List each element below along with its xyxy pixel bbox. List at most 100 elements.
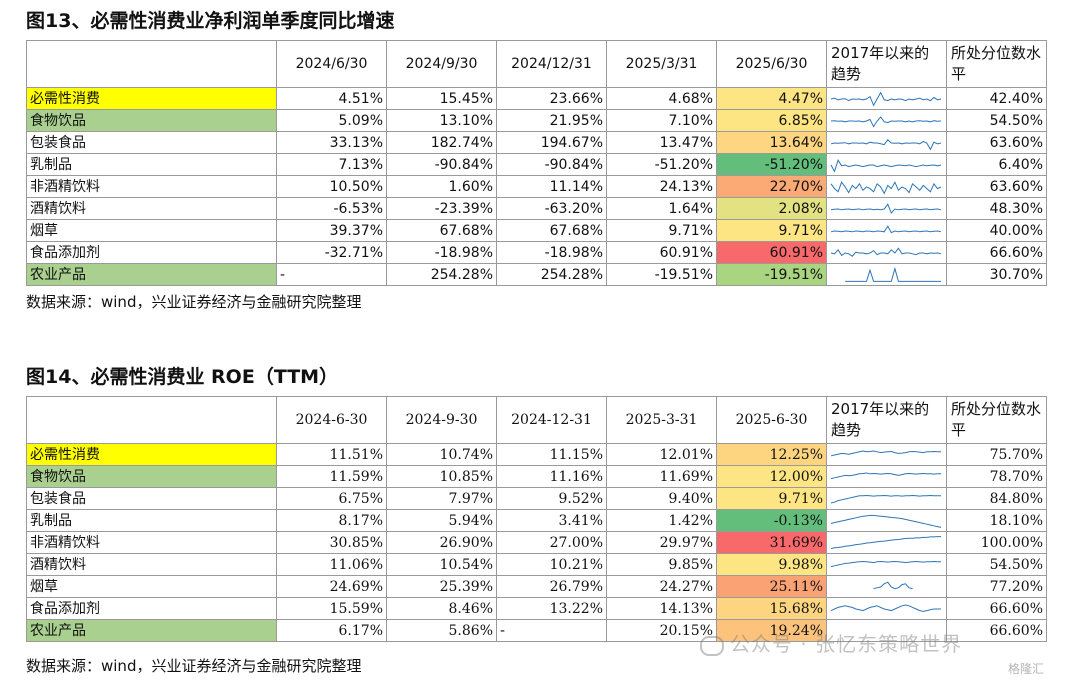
- table-row: 食物饮品 5.09% 13.10% 21.95% 7.10% 6.85% 54.50%: [26, 109, 1047, 132]
- trend-sparkline: [826, 153, 947, 176]
- value-cell: -63.20%: [496, 197, 607, 220]
- trend-sparkline: [826, 241, 947, 264]
- header-date: 2024-9-30: [386, 396, 497, 444]
- value-cell: 10.21%: [496, 553, 607, 576]
- value-cell: 4.51%: [276, 87, 387, 110]
- figure14-title: 图14、必需性消费业 ROE（TTM）: [26, 366, 339, 388]
- value-cell: 13.47%: [606, 131, 717, 154]
- header-blank: [26, 396, 277, 444]
- trend-sparkline: [826, 487, 947, 510]
- watermark-text: 公众号 · 张忆东策略世界: [730, 632, 963, 656]
- value-cell: -90.84%: [386, 153, 497, 176]
- value-cell: 67.68%: [496, 219, 607, 242]
- header-date: 2024-12-31: [496, 396, 607, 444]
- value-cell: 5.09%: [276, 109, 387, 132]
- table-row: 食物饮品 11.59% 10.85% 11.16% 11.69% 12.00% 78.70%: [26, 465, 1047, 488]
- value-cell: -51.20%: [716, 153, 827, 176]
- table-row: 食品添加剂 15.59% 8.46% 13.22% 14.13% 15.68% 66.60%: [26, 597, 1047, 620]
- value-cell: 21.95%: [496, 109, 607, 132]
- value-cell: 6.75%: [276, 487, 387, 510]
- value-cell: 20.15%: [606, 619, 717, 642]
- value-cell: 39.37%: [276, 219, 387, 242]
- table-row: 乳制品 8.17% 5.94% 3.41% 1.42% -0.13% 18.10%: [26, 509, 1047, 532]
- value-cell: 11.14%: [496, 175, 607, 198]
- sparkline-svg: [830, 138, 942, 150]
- watermark-logo: 格隆汇: [1008, 660, 1044, 677]
- value-cell: 9.71%: [606, 219, 717, 242]
- table-row: 乳制品 7.13% -90.84% -90.84% -51.20% -51.20% 6.40…: [26, 153, 1047, 176]
- header-trend: 2017年以来的趋势: [826, 396, 947, 444]
- sparkline-svg: [873, 581, 913, 589]
- sparkline-path: [830, 603, 941, 612]
- header-date: 2025/6/30: [716, 40, 827, 88]
- sparkline-svg: [830, 158, 942, 173]
- value-cell: 4.68%: [606, 87, 717, 110]
- sparkline-path: [830, 180, 942, 195]
- table-row: 酒精饮料 11.06% 10.54% 10.21% 9.85% 9.98% 54.50%: [26, 553, 1047, 576]
- value-cell: 25.11%: [716, 575, 827, 598]
- value-cell: 24.27%: [606, 575, 717, 598]
- value-cell: 5.86%: [386, 619, 497, 642]
- trend-sparkline: [826, 553, 947, 576]
- value-cell: 24.13%: [606, 175, 717, 198]
- value-cell: 26.90%: [386, 531, 497, 554]
- value-cell: -18.98%: [496, 241, 607, 264]
- watermark: 公众号 · 张忆东策略世界: [700, 628, 962, 657]
- figure13-title: 图13、必需性消费业净利润单季度同比增速: [26, 10, 395, 32]
- table-row: 烟草 24.69% 25.39% 26.79% 24.27% 25.11% 77.20%: [26, 575, 1047, 598]
- trend-sparkline: [826, 531, 947, 554]
- table-row: 必需性消费 4.51% 15.45% 23.66% 4.68% 4.47% 42.40%: [26, 87, 1047, 110]
- row-label: 非酒精饮料: [26, 531, 277, 554]
- value-cell: 9.85%: [606, 553, 717, 576]
- value-cell: 12.25%: [716, 443, 827, 466]
- value-cell: -6.53%: [276, 197, 387, 220]
- wechat-icon: [700, 635, 724, 656]
- sparkline-svg: [830, 603, 941, 612]
- watermark-logo-text: 格隆汇: [1008, 662, 1045, 676]
- value-cell: 60.91%: [716, 241, 827, 264]
- sparkline-svg: [830, 494, 941, 503]
- value-cell: 13.10%: [386, 109, 497, 132]
- percentile-cell: 30.70%: [946, 263, 1047, 286]
- table-row: 非酒精饮料 10.50% 1.60% 11.14% 24.13% 22.70% 63.60%: [26, 175, 1047, 198]
- sparkline-svg: [845, 266, 941, 282]
- sparkline-path: [830, 115, 942, 128]
- value-cell: 27.00%: [496, 531, 607, 554]
- percentile-cell: 77.20%: [946, 575, 1047, 598]
- trend-sparkline: [826, 219, 947, 242]
- percentile-cell: 100.00%: [946, 531, 1047, 554]
- value-cell: 9.71%: [716, 487, 827, 510]
- trend-sparkline: [826, 575, 947, 598]
- value-cell: 15.45%: [386, 87, 497, 110]
- table-row: 酒精饮料 -6.53% -23.39% -63.20% 1.64% 2.08% 48.30%: [26, 197, 1047, 220]
- percentile-cell: 54.50%: [946, 109, 1047, 132]
- percentile-cell: 48.30%: [946, 197, 1047, 220]
- value-cell: 10.50%: [276, 175, 387, 198]
- value-cell: -: [276, 263, 387, 286]
- value-cell: 30.85%: [276, 531, 387, 554]
- value-cell: 19.24%: [716, 619, 827, 642]
- value-cell: -19.51%: [716, 263, 827, 286]
- sparkline-path: [830, 224, 942, 233]
- header-date: 2024/12/31: [496, 40, 607, 88]
- value-cell: 11.59%: [276, 465, 387, 488]
- value-cell: 10.74%: [386, 443, 497, 466]
- sparkline-path: [830, 514, 942, 528]
- header-date: 2024/6/30: [276, 40, 387, 88]
- value-cell: -32.71%: [276, 241, 387, 264]
- value-cell: -: [496, 619, 607, 642]
- header-row: 2024-6-30 2024-9-30 2024-12-31 2025-3-31 202…: [26, 396, 1047, 444]
- trend-sparkline: [826, 109, 947, 132]
- value-cell: 15.68%: [716, 597, 827, 620]
- row-label: 食品添加剂: [26, 597, 277, 620]
- trend-sparkline: [826, 509, 947, 532]
- sparkline-svg: [830, 535, 941, 549]
- table-row: 食品添加剂 -32.71% -18.98% -18.98% 60.91% 60.91% 66…: [26, 241, 1047, 264]
- header-date: 2024-6-30: [276, 396, 387, 444]
- sparkline-path: [830, 449, 941, 456]
- value-cell: 14.13%: [606, 597, 717, 620]
- row-label: 必需性消费: [26, 443, 277, 466]
- value-cell: 11.06%: [276, 553, 387, 576]
- value-cell: 6.17%: [276, 619, 387, 642]
- value-cell: 4.47%: [716, 87, 827, 110]
